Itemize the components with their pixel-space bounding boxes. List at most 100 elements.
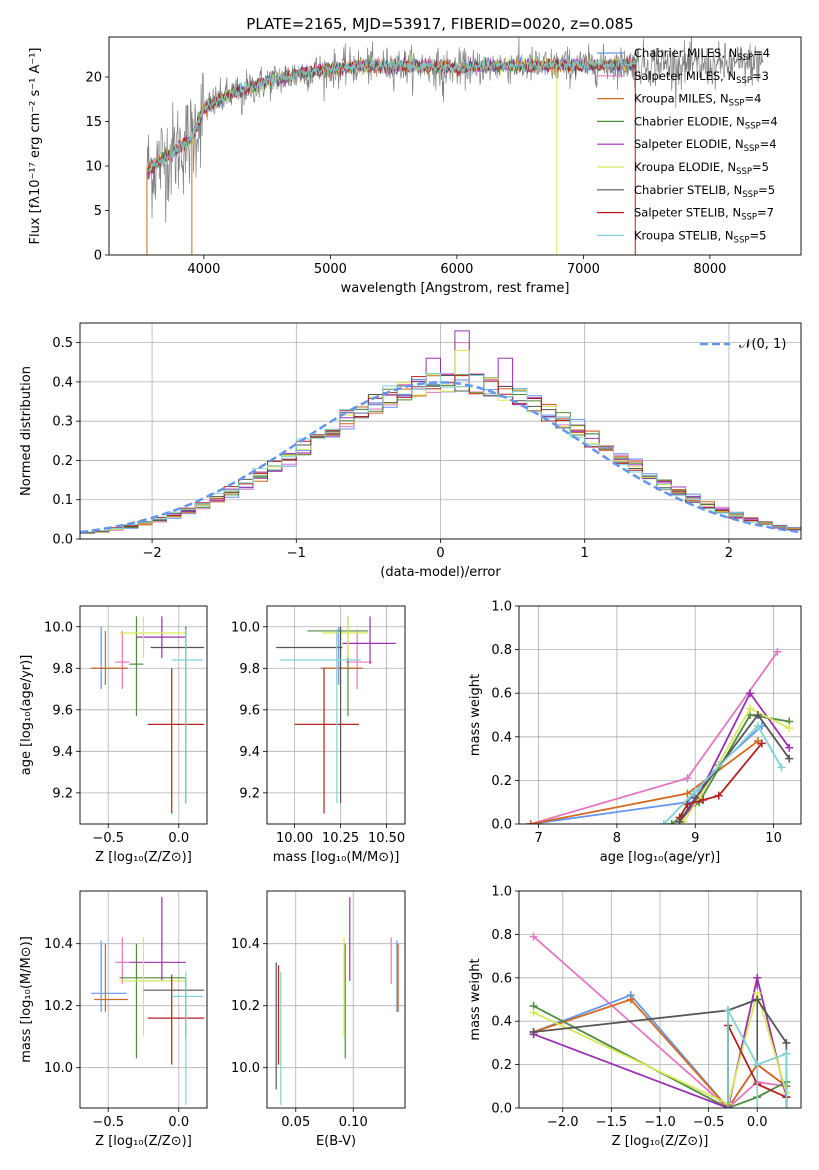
tick-label-y: 5	[94, 204, 102, 219]
tick-label-x: −1.5	[596, 1115, 628, 1130]
legend-entry: 𝒩(0, 1)	[739, 337, 786, 352]
tick-label-y: 15	[85, 115, 102, 130]
tick-label-y: 10	[85, 160, 102, 175]
legend-entry: Chabrier STELIB, NSSP=5	[634, 183, 775, 200]
tick-label-y: 10.2	[44, 999, 73, 1014]
legend-text: Chabrier ELODIE, N	[634, 114, 745, 128]
axes-age-vs-mass: 10.00 10.25 10.50 9.2 9.4 9.6 9.8 10.0 mass [log…	[231, 605, 406, 865]
model-spectrum-8	[146, 54, 637, 175]
axes-frame	[518, 605, 802, 825]
tick-label-x: 7000	[567, 262, 600, 277]
weight-marker	[773, 647, 782, 656]
axes-age-vs-z: −0.5 0.0 9.2 9.4 9.6 9.8 10.0 Z [log₁₀(Z/Z⊙)] ag…	[19, 605, 208, 865]
axes-mass-vs-ebv: 0.05 0.10 10.0 10.2 10.4 E(B-V)	[231, 890, 406, 1149]
tick-label-y: 0.8	[491, 928, 512, 943]
axis-label-y: age [log₁₀(age/yr)]	[19, 655, 34, 776]
axes-frame	[266, 605, 406, 825]
axis-label-y: mass [log₁₀(M/M⊙)]	[19, 936, 34, 1063]
plot-area-mass-vs-z	[91, 897, 205, 1105]
legend-subscript: SSP	[745, 121, 761, 131]
weight-marker	[659, 820, 668, 824]
weight-marker	[714, 791, 723, 800]
tick-label-y: 0.0	[491, 1102, 512, 1117]
tick-label-y: 10.4	[44, 937, 73, 952]
tick-label-y: 0.2	[52, 454, 73, 469]
legend-value: =4	[760, 137, 777, 151]
weight-marker	[699, 796, 708, 805]
tick-label-x: 0.0	[168, 831, 189, 846]
tick-label-x: 10.50	[368, 831, 405, 846]
tick-label-y: 10.2	[231, 999, 260, 1014]
axes-weight-vs-age: 7 8 9 10 0.0 0.2 0.4 0.6 0.8 1.0 age [log₁₀(age/yr…	[468, 600, 802, 865]
tick-label-y: 0.2	[491, 1058, 512, 1073]
tick-label-x: −2.0	[547, 1115, 579, 1130]
weight-marker	[785, 754, 794, 763]
legend-subscript: SSP	[734, 235, 750, 245]
tick-label-y: 0.6	[491, 971, 512, 986]
legend-value: =5	[752, 160, 769, 174]
weight-marker	[529, 1028, 538, 1037]
legend-text: Kroupa STELIB, N	[634, 228, 734, 242]
legend-value: =4	[744, 92, 761, 106]
weight-line-5	[533, 989, 788, 1105]
tick-label-y: 9.2	[52, 786, 73, 801]
weight-marker	[785, 743, 794, 752]
tick-label-x: 8000	[693, 262, 726, 277]
tick-label-y: 9.2	[239, 786, 260, 801]
legend-entry: Kroupa MILES, NSSP=4	[634, 92, 761, 109]
axes-frame	[79, 890, 208, 1109]
weight-line-5	[682, 707, 790, 823]
axis-label-x: age [log₁₀(age/yr)]	[600, 850, 721, 865]
weight-marker	[526, 820, 535, 824]
weight-marker	[683, 789, 692, 798]
legend-entry: Kroupa STELIB, NSSP=5	[634, 228, 766, 245]
tick-label-x: 1	[581, 546, 589, 561]
weight-marker	[675, 813, 684, 822]
axis-label-x: wavelength [Angstrom, rest frame]	[341, 281, 570, 296]
legend-text: Kroupa ELODIE, N	[634, 160, 736, 174]
weight-marker	[667, 820, 676, 824]
legend-value: =4	[753, 46, 770, 60]
axes-mass-vs-z: −0.5 0.0 10.0 10.2 10.4 Z [log₁₀(Z/Z⊙)] mass […	[19, 890, 208, 1149]
weight-line-4	[678, 691, 791, 823]
tick-label-y: 10.0	[231, 1061, 260, 1076]
plot-area-residuals	[80, 330, 801, 534]
axes-frame	[108, 36, 802, 256]
axis-label-y: mass weight	[468, 958, 483, 1040]
legend-subscript: SSP	[741, 213, 757, 223]
plot-area-weight-vs-age	[526, 647, 794, 824]
legend-value: =7	[757, 206, 774, 220]
tick-label-y: 9.4	[239, 745, 260, 760]
tick-label-y: 9.4	[52, 745, 73, 760]
tick-label-y: 9.8	[52, 662, 73, 677]
tick-label-y: 9.6	[239, 703, 260, 718]
tick-label-x: 6000	[440, 262, 473, 277]
chart-title: PLATE=2165, MJD=53917, FIBERID=0020, z=0…	[246, 15, 633, 33]
tick-label-y: 0	[94, 249, 102, 264]
legend-subscript: SSP	[742, 190, 758, 200]
weight-marker	[753, 721, 762, 730]
tick-label-y: 20	[85, 71, 102, 86]
plot-area-age-vs-mass	[276, 616, 396, 814]
legend-entry: Chabrier MILES, NSSP=4	[634, 46, 770, 63]
weight-line-6	[678, 713, 791, 823]
tick-label-y: 0.0	[491, 818, 512, 833]
weight-line-1	[533, 935, 787, 1108]
legend-text: Salpeter STELIB, N	[634, 206, 741, 220]
tick-label-y: 0.3	[52, 415, 73, 430]
legend-subscript: SSP	[729, 99, 745, 109]
model-spectrum-6	[146, 57, 637, 174]
weight-line-2	[533, 998, 787, 1108]
axis-label-y: mass weight	[468, 674, 483, 756]
axes-residuals: −2 −1 0 1 2 0.0 0.1 0.2 0.3 0.4 0.5 (data-model)/er…	[19, 322, 802, 580]
legend-subscript: SSP	[744, 144, 760, 154]
legend-text: Chabrier STELIB, N	[634, 183, 742, 197]
weight-marker	[777, 763, 786, 772]
tick-label-x: 10.00	[276, 831, 313, 846]
weight-marker	[529, 1008, 538, 1017]
weight-line-8	[663, 724, 783, 824]
legend-subscript: SSP	[736, 76, 752, 86]
tick-label-x: 0.0	[168, 1115, 189, 1130]
axis-label-x: (data-model)/error	[380, 565, 501, 580]
